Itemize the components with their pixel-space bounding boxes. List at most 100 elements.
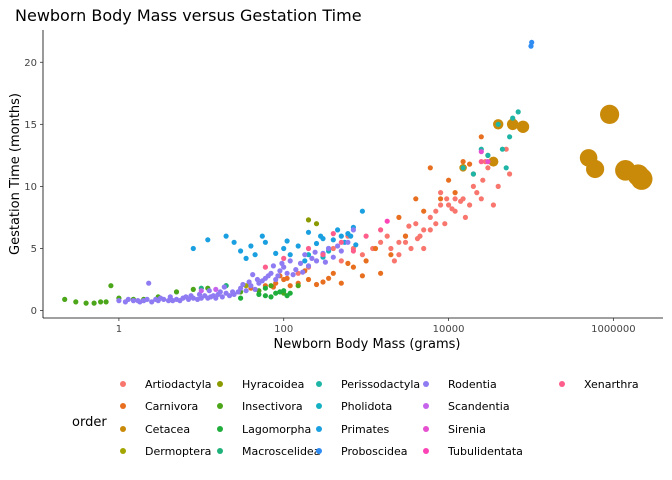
data-point-perissodactyla: [503, 165, 509, 171]
x-tick-label: 100: [274, 324, 293, 335]
data-point-artiodactyla: [446, 202, 452, 208]
legend-key-rodentia: [423, 381, 429, 387]
y-tick-label: 10: [24, 182, 37, 193]
data-point-carnivora: [359, 273, 365, 279]
data-point-rodentia: [254, 276, 260, 283]
data-point-carnivora: [320, 279, 326, 285]
data-point-lagomorpha: [281, 288, 287, 294]
data-point-artiodactyla: [452, 196, 458, 202]
data-point-rodentia: [226, 293, 233, 299]
data-point-primates: [313, 240, 320, 247]
data-point-artiodactyla: [359, 252, 365, 258]
data-point-sirenia: [478, 149, 484, 155]
x-tick-label: 10000: [433, 324, 465, 335]
data-point-rodentia: [213, 295, 219, 301]
data-point-rodentia: [116, 298, 122, 304]
data-point-scandentia: [198, 288, 204, 294]
legend-key-pholidota: [316, 403, 322, 409]
data-point-artiodactyla: [391, 258, 397, 264]
data-point-carnivora: [438, 196, 444, 202]
data-point-artiodactyla: [462, 214, 468, 220]
data-point-rodentia: [302, 252, 308, 258]
data-point-primates: [305, 229, 312, 235]
data-point-primates: [190, 245, 196, 252]
data-point-rodentia: [345, 239, 351, 245]
data-point-rodentia: [125, 296, 131, 302]
data-point-primates: [205, 237, 211, 243]
data-point-artiodactyla: [485, 165, 491, 171]
data-point-rodentia: [135, 298, 141, 304]
data-point-artiodactyla: [396, 252, 402, 258]
data-point-carnivora: [284, 275, 290, 281]
legend-label-artiodactyla: Artiodactyla: [145, 378, 212, 391]
y-axis-title: Gestation Time (months): [8, 93, 23, 255]
data-point-primates: [262, 239, 268, 245]
data-point-primates: [273, 250, 279, 256]
data-point-primates: [223, 233, 229, 239]
data-point-carnivora: [388, 252, 394, 258]
data-point-artiodactyla: [427, 214, 433, 220]
data-point-artiodactyla: [438, 202, 444, 208]
legend-key-primates: [316, 426, 322, 432]
data-point-artiodactyla: [402, 239, 409, 245]
y-tick-label: 15: [24, 120, 37, 131]
legend-key-dermoptera: [120, 448, 126, 454]
data-point-xenarthra: [378, 227, 384, 233]
legend-key-proboscidea: [316, 448, 322, 454]
legend-label-proboscidea: Proboscidea: [341, 445, 408, 458]
data-point-rodentia: [300, 269, 306, 275]
data-point-artiodactyla: [470, 183, 476, 189]
chart-title: Newborn Body Mass versus Gestation Time: [15, 6, 362, 25]
data-point-rodentia: [183, 294, 189, 300]
data-point-rodentia: [246, 279, 252, 285]
data-point-artiodactyla: [490, 202, 496, 208]
data-point-xenarthra: [330, 231, 336, 237]
legend-key-macroscelidea: [217, 448, 223, 454]
data-point-carnivora: [402, 233, 409, 239]
data-point-artiodactyla: [295, 270, 301, 276]
data-point-insectivora: [91, 300, 97, 306]
data-point-artiodactyla: [421, 245, 427, 252]
legend-key-cetacea: [120, 426, 126, 432]
data-point-rodentia: [230, 289, 236, 295]
legend-label-lagomorpha: Lagomorpha: [242, 423, 311, 436]
data-point-rodentia: [153, 296, 159, 302]
data-point-xenarthra: [478, 159, 484, 165]
data-point-perissodactyla: [460, 165, 466, 171]
data-point-artiodactyla: [414, 236, 421, 242]
y-tick-label: 5: [31, 244, 37, 255]
data-point-carnivora: [326, 275, 332, 281]
data-point-insectivora: [173, 289, 180, 295]
data-point-primates: [281, 245, 287, 252]
data-point-primates: [243, 255, 249, 261]
legend-key-carnivora: [120, 403, 126, 409]
data-point-rodentia: [270, 263, 276, 269]
data-point-perissodactyla: [485, 152, 491, 158]
legend-label-insectivora: Insectivora: [242, 400, 303, 413]
data-point-artiodactyla: [478, 196, 484, 202]
data-point-artiodactyla: [458, 198, 464, 204]
axis-ticks: 0 5 10 15 20 1 100 10000 1000000: [24, 58, 635, 335]
data-point-primates: [284, 238, 290, 244]
data-point-artiodactyla: [396, 239, 402, 245]
data-point-rodentia: [287, 258, 293, 264]
data-point-perissodactyla: [470, 171, 476, 177]
legend-label-dermoptera: Dermoptera: [145, 445, 211, 458]
data-point-rodentia: [297, 260, 304, 266]
data-point-rodentia: [277, 268, 283, 274]
legend-label-macroscelidea: Macroscelidea: [242, 445, 320, 458]
data-point-lagomorpha: [284, 293, 290, 299]
data-point-carnivora: [363, 258, 369, 264]
data-point-artiodactyla: [338, 258, 344, 264]
data-point-xenarthra: [281, 255, 287, 261]
legend-key-hyracoidea: [217, 381, 223, 387]
data-point-artiodactyla: [507, 171, 513, 177]
data-point-carnivora: [478, 134, 484, 140]
data-point-rodentia: [326, 245, 332, 252]
data-point-lagomorpha: [273, 290, 279, 296]
data-point-primates: [295, 243, 301, 249]
data-point-artiodactyla: [442, 221, 448, 227]
data-point-lagomorpha: [268, 294, 274, 300]
legend-key-scandentia: [423, 403, 429, 409]
